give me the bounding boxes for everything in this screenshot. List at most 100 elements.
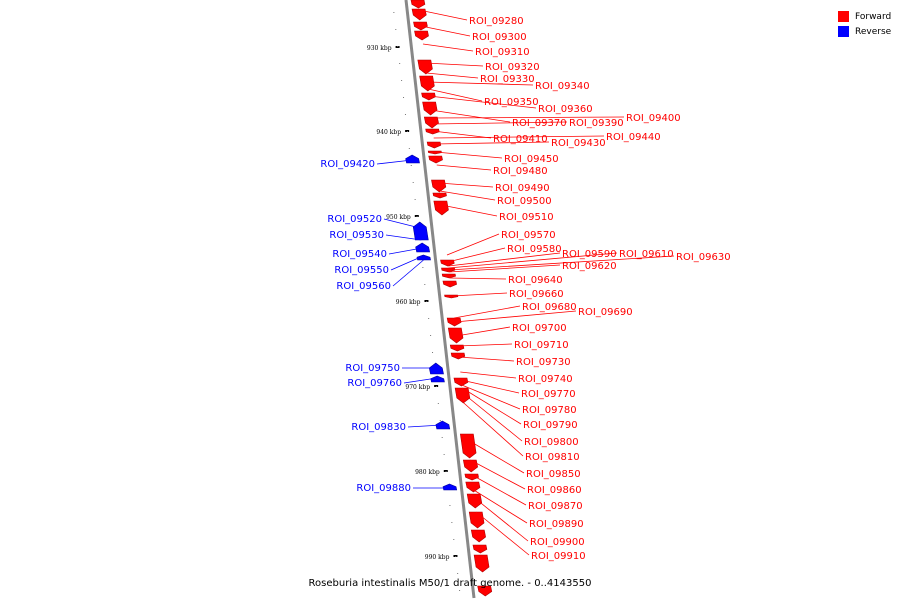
minor-tick [408, 148, 410, 149]
genome-caption: Roseburia intestinalis M50/1 draft genom… [308, 578, 592, 589]
gene-label-group: ROI_09280ROI_09300ROI_09310ROI_09320ROI_… [320, 16, 730, 562]
minor-tick [397, 46, 399, 47]
forward-gene [432, 192, 447, 199]
leader-line [460, 371, 517, 379]
gene-label-forward: ROI_09630 [676, 252, 731, 263]
forward-gene [422, 101, 438, 116]
reverse-gene [416, 254, 431, 261]
gene-label-forward: ROI_09800 [524, 437, 579, 448]
gene-label-forward: ROI_09280 [469, 16, 524, 27]
leader-line [383, 218, 421, 229]
gene-label-forward: ROI_09360 [538, 104, 593, 115]
leader-line [461, 384, 521, 410]
minor-tick [445, 471, 447, 472]
forward-gene [454, 387, 471, 404]
gene-label-forward: ROI_09410 [493, 134, 548, 145]
leader-line [434, 141, 550, 145]
minor-tick [430, 335, 432, 336]
forward-gene [411, 8, 427, 21]
gene-label-forward: ROI_09390 [569, 118, 624, 129]
forward-gene [473, 554, 490, 573]
gene-label-forward: ROI_09610 [619, 249, 674, 260]
gene-label-forward: ROI_09430 [551, 138, 606, 149]
forward-gene [446, 317, 462, 327]
leader-line-group [376, 9, 675, 556]
leader-line [407, 424, 443, 428]
gene-label-forward: ROI_09860 [527, 485, 582, 496]
minor-tick [416, 216, 418, 217]
minor-tick [395, 29, 397, 30]
leader-line [427, 81, 534, 86]
leader-line [448, 264, 561, 273]
leader-line [457, 343, 513, 347]
leader-line [426, 72, 479, 79]
leader-line [432, 121, 568, 125]
minor-tick [406, 131, 408, 132]
leader-line [454, 310, 577, 323]
tick-label: 960 kbp [396, 299, 421, 306]
leader-line [428, 88, 483, 102]
gene-label-forward: ROI_09570 [501, 230, 556, 241]
minor-tick [432, 352, 434, 353]
leader-line [470, 459, 526, 490]
forward-gene [477, 585, 493, 597]
forward-gene [441, 273, 456, 279]
forward-gene [425, 128, 440, 135]
leader-line [432, 130, 492, 139]
minor-tick [449, 505, 451, 506]
leader-line [448, 255, 675, 271]
minor-tick [459, 590, 461, 591]
minor-tick [412, 182, 414, 183]
leader-line [425, 62, 484, 67]
gene-label-forward: ROI_09890 [529, 519, 584, 530]
reverse-gene [428, 362, 444, 375]
minor-tick [393, 12, 395, 13]
gene-label-reverse: ROI_09540 [332, 249, 387, 260]
gene-label-forward: ROI_09700 [512, 323, 567, 334]
forward-gene [466, 493, 483, 509]
gene-group [405, 0, 493, 597]
tick-label: 940 kbp [376, 129, 401, 136]
gene-label-forward: ROI_09330 [480, 74, 535, 85]
gene-label-reverse: ROI_09550 [334, 265, 389, 276]
leader-line [474, 497, 529, 542]
leader-line [473, 489, 528, 524]
gene-label-forward: ROI_09300 [472, 32, 527, 43]
gene-label-forward: ROI_09500 [497, 196, 552, 207]
leader-line [430, 109, 511, 123]
leader-line [392, 259, 424, 287]
forward-gene [464, 473, 479, 481]
forward-gene [449, 344, 465, 352]
gene-label-forward: ROI_09870 [528, 501, 583, 512]
forward-gene [426, 141, 442, 149]
gene-label-forward: ROI_09680 [522, 302, 577, 313]
gene-label-forward: ROI_09900 [530, 537, 585, 548]
gene-label-forward: ROI_09810 [525, 452, 580, 463]
reverse-gene [442, 483, 458, 491]
forward-gene [450, 352, 466, 360]
forward-gene [431, 179, 447, 193]
gene-label-forward: ROI_09730 [516, 357, 571, 368]
leader-line [449, 277, 507, 280]
tick-label: 980 kbp [415, 469, 440, 476]
leader-line [447, 247, 506, 263]
gene-label-reverse: ROI_09420 [320, 159, 375, 170]
tick-label: 930 kbp [367, 45, 392, 52]
minor-tick [439, 420, 441, 421]
gene-label-forward: ROI_09400 [626, 113, 681, 124]
gene-label-forward: ROI_09740 [518, 374, 573, 385]
leader-line [461, 387, 522, 425]
minor-tick [457, 573, 459, 574]
gene-label-forward: ROI_09320 [485, 62, 540, 73]
gene-label-forward: ROI_09590 [562, 249, 617, 260]
minor-tick [437, 403, 439, 404]
leader-line [435, 151, 503, 159]
forward-gene [423, 116, 439, 129]
leader-line [433, 135, 605, 139]
leader-line [388, 247, 423, 255]
forward-gene [417, 59, 433, 75]
forward-gene [468, 511, 485, 529]
minor-tick [435, 386, 437, 387]
reverse-gene [405, 154, 420, 164]
